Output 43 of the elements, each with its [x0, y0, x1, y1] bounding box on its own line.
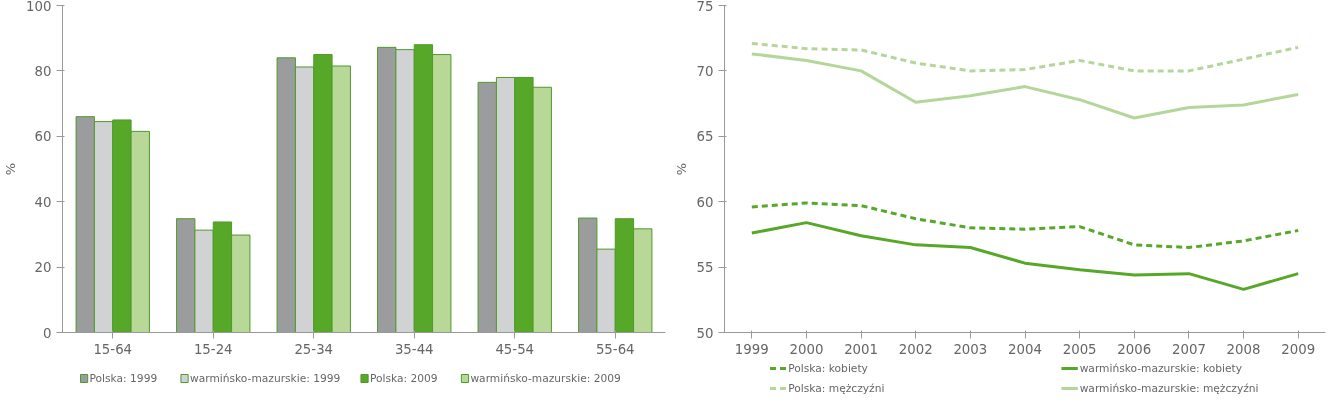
legend-label: warmińsko-mazurskie: 1999 [189, 372, 341, 385]
x-tick-label: 55-64 [595, 341, 635, 357]
x-tick-label: 2004 [1008, 341, 1042, 357]
x-tick-label: 35-44 [394, 341, 434, 357]
x-tick-label: 2001 [844, 341, 879, 357]
x-tick-label: 2006 [1117, 341, 1152, 357]
y-tick-label: 0 [43, 325, 52, 341]
legend-label: Polska: 2009 [369, 372, 438, 385]
y-tick-label: 20 [34, 260, 52, 276]
y-tick-label: 60 [696, 194, 714, 210]
legend-label: warmińsko-mazurskie: 2009 [470, 372, 622, 385]
y-tick-label: 40 [34, 194, 52, 210]
legend-label: Polska: 1999 [89, 372, 158, 385]
x-tick-label: 15-64 [93, 341, 133, 357]
y-axis-title: % [673, 162, 689, 176]
y-tick-label: 55 [696, 260, 714, 276]
y-tick-label: 80 [34, 63, 52, 79]
x-tick-label: 25-34 [294, 341, 334, 357]
x-tick-label: 2003 [953, 341, 988, 357]
y-tick-label: 100 [26, 0, 52, 14]
line-series [750, 221, 1300, 291]
line-series [750, 52, 1300, 120]
x-tick-label: 15-24 [193, 341, 233, 357]
y-tick-label: 65 [696, 129, 714, 145]
legend-label: Polska: mężczyźni [788, 382, 885, 395]
x-tick-label: 45-54 [495, 341, 535, 357]
legend-label: warmińsko-mazurskie: mężczyźni [1079, 382, 1259, 395]
y-tick-label: 50 [696, 325, 714, 341]
legend-label: Polska: kobiety [788, 362, 868, 375]
x-tick-label: 2008 [1226, 341, 1261, 357]
line-series [750, 201, 1300, 249]
y-tick-label: 75 [696, 0, 714, 14]
legend-label: warmińsko-mazurskie: kobiety [1079, 362, 1243, 375]
x-tick-label: 2000 [789, 341, 824, 357]
x-tick-label: 2009 [1281, 341, 1316, 357]
x-tick-label: 2007 [1171, 341, 1206, 357]
y-tick-label: 70 [696, 63, 714, 79]
y-tick-label: 60 [34, 129, 52, 145]
x-tick-label: 2005 [1062, 341, 1097, 357]
x-tick-label: 1999 [734, 341, 769, 357]
y-axis-title: % [3, 162, 19, 176]
x-tick-label: 2002 [898, 341, 933, 357]
line-series [750, 41, 1300, 73]
